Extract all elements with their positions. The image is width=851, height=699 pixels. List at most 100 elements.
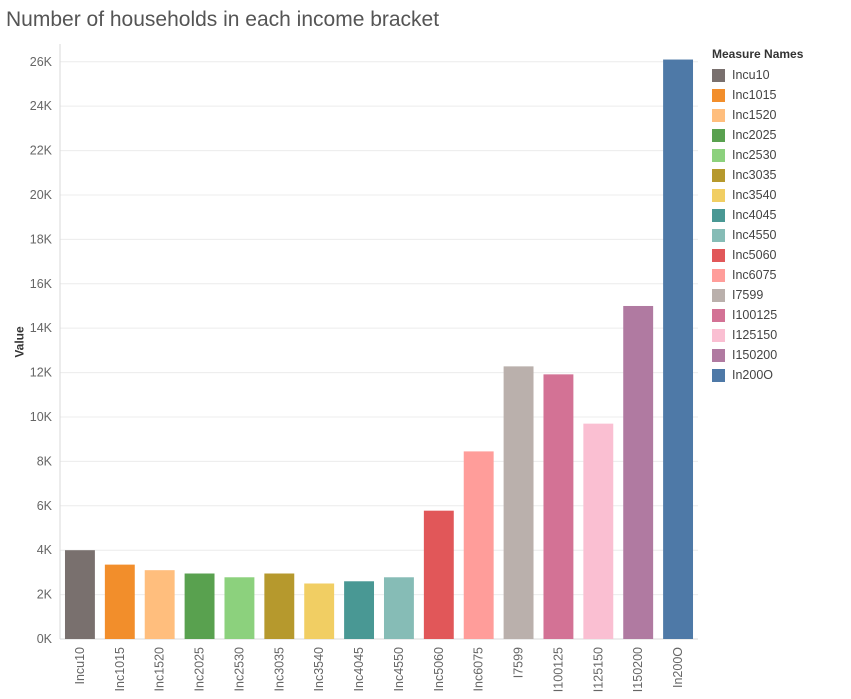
y-axis-label: Value (12, 326, 27, 358)
legend-label: I125150 (732, 328, 778, 342)
legend-item: Inc2530 (712, 145, 803, 165)
legend-item: Incu10 (712, 65, 803, 85)
legend-swatch (712, 148, 725, 162)
legend-swatch (712, 268, 725, 282)
legend-item: Inc4550 (712, 225, 803, 245)
chart-title: Number of households in each income brac… (6, 8, 440, 31)
legend-label: Inc5060 (732, 248, 777, 262)
legend-swatch (712, 168, 725, 182)
legend-label: Inc3540 (732, 188, 777, 202)
x-tick-label: Inc2530 (232, 647, 246, 692)
legend-label: I150200 (732, 348, 778, 362)
x-tick-label: I150200 (631, 647, 645, 692)
bar-incu10 (64, 550, 95, 639)
legend-item: Inc4045 (712, 205, 803, 225)
legend-item: Inc1520 (712, 105, 803, 125)
y-tick-label: 0K (37, 632, 53, 646)
legend-swatch (712, 248, 725, 262)
legend-label: Incu10 (732, 68, 770, 82)
y-tick-label: 12K (30, 366, 53, 380)
legend-swatch (712, 328, 725, 342)
bar-inc2025 (184, 573, 215, 639)
bar-i7599 (503, 366, 534, 639)
y-tick-label: 16K (30, 277, 53, 291)
legend-label: Inc1015 (732, 88, 777, 102)
legend: Measure Names Incu10 Inc1015 Inc1520 Inc202… (712, 47, 803, 385)
legend-label: Inc1520 (732, 108, 777, 122)
x-tick-label: Inc1520 (153, 647, 167, 692)
y-tick-label: 6K (37, 499, 53, 513)
y-tick-label: 14K (30, 321, 53, 335)
bar-inc4045 (344, 581, 375, 639)
bar-inc3035 (264, 573, 295, 639)
bar-inc3540 (304, 583, 335, 639)
legend-item: I100125 (712, 305, 803, 325)
legend-swatch (712, 88, 725, 102)
legend-label: I7599 (732, 288, 764, 302)
legend-label: Inc4550 (732, 228, 777, 242)
bar-chart: 0K 2K 4K 6K 8K 10K 12K 14K 16K 18K 20K 22K 24K 26K Inc… (30, 44, 698, 692)
y-tick-label: 22K (30, 144, 53, 158)
legend-swatch (712, 68, 725, 82)
legend-label: Inc3035 (732, 168, 777, 182)
legend-item: I7599 (712, 285, 803, 305)
bar-inc1015 (104, 564, 135, 639)
legend-item: I150200 (712, 345, 803, 365)
bar-inc6075 (463, 451, 494, 639)
x-tick-label: Inc1015 (113, 647, 127, 692)
legend-label: I100125 (732, 308, 778, 322)
y-tick-label: 24K (30, 99, 53, 113)
legend-swatch (712, 368, 725, 382)
legend-swatch (712, 128, 725, 142)
y-tick-label: 2K (37, 588, 53, 602)
legend-item: I125150 (712, 325, 803, 345)
legend-title: Measure Names (712, 47, 804, 61)
bar-inc1520 (144, 570, 175, 639)
legend-swatch (712, 108, 725, 122)
x-tick-label: I7599 (512, 647, 526, 678)
legend-item: Inc6075 (712, 265, 803, 285)
y-tick-label: 8K (37, 454, 53, 468)
bar-inc5060 (423, 510, 454, 639)
legend-label: In200O (732, 368, 774, 382)
legend-item: Inc5060 (712, 245, 803, 265)
x-tick-label: Inc2025 (193, 647, 207, 692)
legend-item: Inc3035 (712, 165, 803, 185)
legend-item: Inc1015 (712, 85, 803, 105)
x-tick-label: Inc4045 (352, 647, 366, 692)
legend-swatch (712, 348, 725, 362)
legend-swatch (712, 208, 725, 222)
bar-i100125 (543, 374, 574, 639)
legend-swatch (712, 188, 725, 202)
bar-i125150 (583, 423, 614, 639)
legend-item: Inc3540 (712, 185, 803, 205)
y-tick-label: 10K (30, 410, 53, 424)
x-tick-label: Inc5060 (432, 647, 446, 692)
legend-item: In200O (712, 365, 803, 385)
bar-inc4550 (383, 577, 414, 639)
x-tick-label: Inc6075 (472, 647, 486, 692)
y-tick-label: 20K (30, 188, 53, 202)
legend-swatch (712, 308, 725, 322)
legend-items: Incu10 Inc1015 Inc1520 Inc2025 Inc2530 Inc303… (712, 65, 803, 385)
x-tick-label: Inc3035 (272, 647, 286, 692)
legend-item: Inc2025 (712, 125, 803, 145)
bar-inc2530 (224, 577, 255, 639)
legend-label: Inc2025 (732, 128, 777, 142)
bar-in200o (663, 59, 694, 640)
legend-label: Inc2530 (732, 148, 777, 162)
y-tick-label: 4K (37, 543, 53, 557)
legend-label: Inc6075 (732, 268, 777, 282)
legend-swatch (712, 288, 725, 302)
x-tick-label: Inc3540 (312, 647, 326, 692)
legend-swatch (712, 228, 725, 242)
y-tick-label: 26K (30, 55, 53, 69)
x-tick-label: I100125 (551, 647, 565, 692)
y-tick-label: 18K (30, 232, 53, 246)
x-tick-label: Incu10 (73, 647, 87, 685)
x-tick-label: Inc4550 (392, 647, 406, 692)
x-tick-label: I125150 (591, 647, 605, 692)
legend-label: Inc4045 (732, 208, 777, 222)
x-tick-label: In200O (671, 647, 685, 688)
bar-i150200 (623, 305, 654, 639)
